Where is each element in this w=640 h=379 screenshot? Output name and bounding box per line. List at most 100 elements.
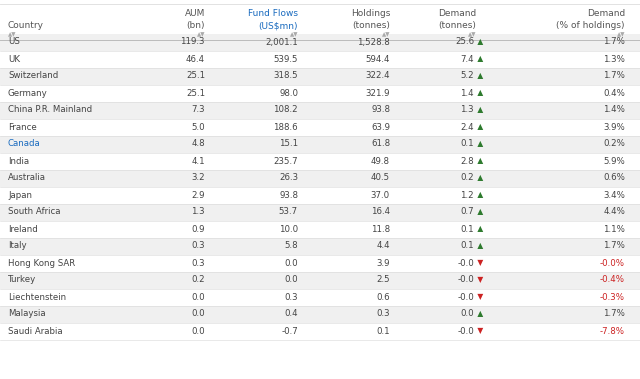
Text: ▼: ▼ bbox=[475, 293, 483, 302]
Text: Germany: Germany bbox=[8, 89, 48, 97]
Bar bbox=[0, 85, 640, 102]
Text: 0.6%: 0.6% bbox=[603, 174, 625, 183]
Text: 0.4%: 0.4% bbox=[603, 89, 625, 97]
Text: Turkey: Turkey bbox=[8, 276, 36, 285]
Text: Malaysia: Malaysia bbox=[8, 310, 45, 318]
Bar bbox=[0, 169, 640, 186]
Text: 188.6: 188.6 bbox=[273, 122, 298, 132]
Text: Fund Flows: Fund Flows bbox=[248, 9, 298, 18]
Text: 0.3: 0.3 bbox=[191, 241, 205, 251]
Text: Japan: Japan bbox=[8, 191, 32, 199]
Text: 1.7%: 1.7% bbox=[603, 38, 625, 47]
Text: 119.3: 119.3 bbox=[180, 38, 205, 47]
Text: ▲▼: ▲▼ bbox=[616, 32, 625, 37]
Text: 321.9: 321.9 bbox=[365, 89, 390, 97]
Text: 0.0: 0.0 bbox=[284, 276, 298, 285]
Text: Liechtenstein: Liechtenstein bbox=[8, 293, 66, 302]
Text: (tonnes): (tonnes) bbox=[438, 21, 476, 30]
Text: UK: UK bbox=[8, 55, 20, 64]
Text: 1.4: 1.4 bbox=[460, 89, 474, 97]
Text: 0.2%: 0.2% bbox=[603, 139, 625, 149]
Text: 1.3%: 1.3% bbox=[603, 55, 625, 64]
Text: 318.5: 318.5 bbox=[273, 72, 298, 80]
Text: 1.3: 1.3 bbox=[191, 207, 205, 216]
Text: 322.4: 322.4 bbox=[365, 72, 390, 80]
Text: ▲: ▲ bbox=[475, 207, 483, 216]
Text: 63.9: 63.9 bbox=[371, 122, 390, 132]
Text: 10.0: 10.0 bbox=[279, 224, 298, 233]
Text: 0.2: 0.2 bbox=[191, 276, 205, 285]
Bar bbox=[0, 323, 640, 340]
Text: -0.7: -0.7 bbox=[281, 326, 298, 335]
Text: 0.3: 0.3 bbox=[376, 310, 390, 318]
Text: ▲▼: ▲▼ bbox=[289, 32, 298, 37]
Text: 4.8: 4.8 bbox=[191, 139, 205, 149]
Text: 11.8: 11.8 bbox=[371, 224, 390, 233]
Text: 15.1: 15.1 bbox=[279, 139, 298, 149]
Text: 93.8: 93.8 bbox=[371, 105, 390, 114]
Text: Demand: Demand bbox=[587, 9, 625, 18]
Text: 4.1: 4.1 bbox=[191, 157, 205, 166]
Text: 1,528.8: 1,528.8 bbox=[357, 38, 390, 47]
Bar bbox=[0, 288, 640, 305]
Text: 26.3: 26.3 bbox=[279, 174, 298, 183]
Text: Ireland: Ireland bbox=[8, 224, 38, 233]
Text: 2.4: 2.4 bbox=[460, 122, 474, 132]
Text: -0.0: -0.0 bbox=[457, 276, 474, 285]
Text: 3.9%: 3.9% bbox=[604, 122, 625, 132]
Text: 1.4%: 1.4% bbox=[603, 105, 625, 114]
Text: 1.2: 1.2 bbox=[460, 191, 474, 199]
Bar bbox=[0, 102, 640, 119]
Text: 25.6: 25.6 bbox=[455, 38, 474, 47]
Text: China P.R. Mainland: China P.R. Mainland bbox=[8, 105, 92, 114]
Text: 0.9: 0.9 bbox=[191, 224, 205, 233]
Text: (tonnes): (tonnes) bbox=[352, 21, 390, 30]
Text: 0.0: 0.0 bbox=[284, 258, 298, 268]
Text: 1.7%: 1.7% bbox=[603, 72, 625, 80]
Text: 2,001.1: 2,001.1 bbox=[265, 38, 298, 47]
Bar bbox=[0, 119, 640, 136]
Bar bbox=[0, 305, 640, 323]
Text: 1.7%: 1.7% bbox=[603, 310, 625, 318]
Text: 0.1: 0.1 bbox=[376, 326, 390, 335]
Bar bbox=[0, 271, 640, 288]
Bar bbox=[0, 238, 640, 255]
Text: 16.4: 16.4 bbox=[371, 207, 390, 216]
Text: ▲▼: ▲▼ bbox=[8, 32, 17, 37]
Text: 98.0: 98.0 bbox=[279, 89, 298, 97]
Text: -0.3%: -0.3% bbox=[600, 293, 625, 302]
Text: 40.5: 40.5 bbox=[371, 174, 390, 183]
Bar bbox=[0, 50, 640, 67]
Text: ▲: ▲ bbox=[475, 105, 483, 114]
Text: 3.4%: 3.4% bbox=[603, 191, 625, 199]
Text: ▲: ▲ bbox=[475, 122, 483, 132]
Text: 5.9%: 5.9% bbox=[604, 157, 625, 166]
Text: ▲: ▲ bbox=[475, 191, 483, 199]
Text: 594.4: 594.4 bbox=[365, 55, 390, 64]
Text: 0.1: 0.1 bbox=[460, 224, 474, 233]
Text: ▲: ▲ bbox=[475, 89, 483, 97]
Text: ▲▼: ▲▼ bbox=[467, 32, 476, 37]
Text: South Africa: South Africa bbox=[8, 207, 61, 216]
Text: ▼: ▼ bbox=[475, 258, 483, 268]
Text: 0.3: 0.3 bbox=[284, 293, 298, 302]
Text: ▲: ▲ bbox=[475, 157, 483, 166]
Text: 5.2: 5.2 bbox=[460, 72, 474, 80]
Bar bbox=[0, 186, 640, 204]
Text: ▲: ▲ bbox=[475, 224, 483, 233]
Text: 53.7: 53.7 bbox=[279, 207, 298, 216]
Text: 5.8: 5.8 bbox=[284, 241, 298, 251]
Text: -0.0: -0.0 bbox=[457, 258, 474, 268]
Text: 25.1: 25.1 bbox=[186, 89, 205, 97]
Text: ▲: ▲ bbox=[475, 38, 483, 47]
Text: ▲: ▲ bbox=[475, 310, 483, 318]
Text: 0.1: 0.1 bbox=[460, 139, 474, 149]
Text: 46.4: 46.4 bbox=[186, 55, 205, 64]
Text: Australia: Australia bbox=[8, 174, 46, 183]
Text: -7.8%: -7.8% bbox=[600, 326, 625, 335]
Text: (% of holdings): (% of holdings) bbox=[557, 21, 625, 30]
Text: Canada: Canada bbox=[8, 139, 41, 149]
Bar bbox=[0, 136, 640, 152]
Text: 61.8: 61.8 bbox=[371, 139, 390, 149]
Text: Holdings: Holdings bbox=[351, 9, 390, 18]
